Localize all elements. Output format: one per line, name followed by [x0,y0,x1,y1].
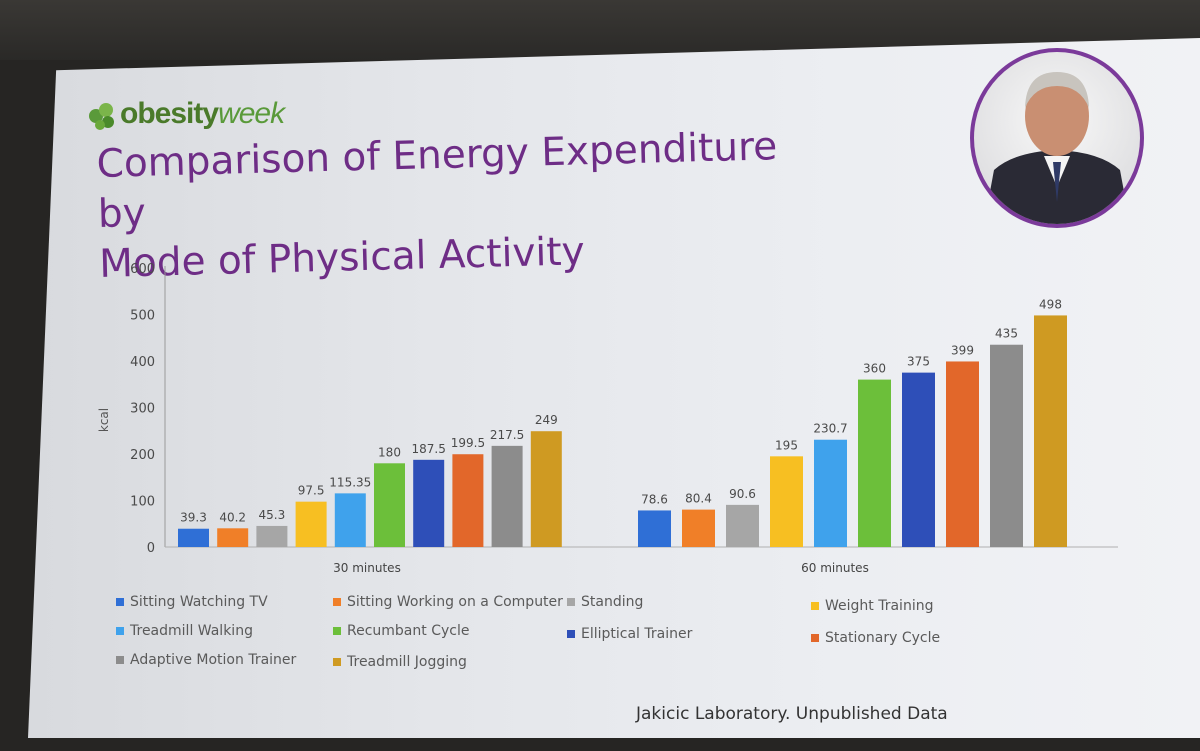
legend-label: Recumbant Cycle [347,623,470,639]
logo-text-prefix: obesity [120,97,219,130]
legend-swatch [333,658,341,666]
legend-item: Weight Training [811,598,933,614]
legend-label: Weight Training [825,598,934,614]
bar [726,504,759,547]
legend-item: Treadmill Walking [116,623,253,639]
legend-item: Sitting Working on a Computer [333,594,563,610]
data-label: 399 [951,343,974,357]
y-tick-label: 500 [130,309,155,324]
source-note: Jakicic Laboratory. Unpublished Data [636,704,948,724]
legend-label: Adaptive Motion Trainer [130,652,297,668]
y-tick-label: 100 [130,495,155,510]
data-label: 97.5 [298,484,325,498]
category-label: 60 minutes [801,561,869,575]
data-label: 180 [378,445,401,459]
legend-item: Elliptical Trainer [567,626,692,642]
data-label: 249 [535,413,558,427]
legend-item: Standing [567,594,643,610]
y-tick-label: 200 [130,448,155,463]
bar [858,379,891,547]
data-label: 40.2 [219,510,246,524]
bar [452,454,484,547]
bar [902,372,935,547]
legend-swatch [811,602,819,610]
data-label: 187.5 [412,442,446,456]
y-axis-label: kcal [97,408,111,432]
bar [178,528,209,547]
legend-swatch [116,598,124,606]
bar [946,361,979,547]
bar [217,528,249,547]
data-label: 375 [907,355,930,369]
speaker-portrait [970,48,1144,228]
bar [295,501,327,547]
logo-text: obesityweek [120,97,285,131]
bar [682,509,715,547]
logo-leaf-icon [89,103,114,130]
data-label: 435 [995,327,1018,341]
data-label: 498 [1039,297,1062,311]
bar [334,493,366,547]
legend-swatch [567,598,575,606]
bar [1034,315,1067,547]
y-tick-label: 0 [147,541,155,556]
legend-swatch [811,634,819,642]
data-label: 217.5 [490,428,524,442]
data-label: 195 [775,438,798,452]
data-label: 45.3 [259,508,286,522]
data-label: 39.3 [180,511,207,525]
category-label: 30 minutes [333,561,401,575]
bar [814,439,847,547]
legend-item: Recumbant Cycle [333,623,469,639]
legend-label: Stationary Cycle [825,630,941,646]
legend-label: Sitting Working on a Computer [347,594,563,610]
bar [770,456,803,547]
bar [638,510,671,547]
data-label: 80.4 [685,492,712,506]
legend-swatch [116,656,124,664]
legend-label: Standing [581,594,644,610]
bar [491,445,523,547]
speaker-photo-icon [984,72,1130,224]
data-label: 90.6 [729,487,756,501]
bar [990,344,1023,547]
legend-label: Elliptical Trainer [581,626,693,642]
legend-item: Stationary Cycle [811,630,940,646]
bar [413,459,445,547]
y-tick-label: 600 [130,262,155,277]
legend-item: Treadmill Jogging [333,654,467,670]
legend-label: Sitting Watching TV [130,594,268,610]
bar [530,431,562,547]
data-label: 360 [863,362,886,376]
data-label: 230.7 [813,422,847,436]
data-label: 78.6 [641,492,668,506]
logo-text-suffix: week [218,97,285,130]
data-label: 115.35 [329,475,371,489]
legend-label: Treadmill Walking [130,623,253,639]
y-tick-label: 300 [130,402,155,417]
obesityweek-logo: obesityweek [86,92,285,136]
legend-swatch [567,630,575,638]
data-label: 199.5 [451,436,485,450]
legend-swatch [333,627,341,635]
y-tick-label: 400 [130,355,155,370]
legend-swatch [116,627,124,635]
bar [256,525,288,547]
legend-swatch [333,598,341,606]
legend-item: Sitting Watching TV [116,594,268,610]
legend-item: Adaptive Motion Trainer [116,652,296,668]
legend-label: Treadmill Jogging [347,654,467,670]
bar [374,463,405,547]
